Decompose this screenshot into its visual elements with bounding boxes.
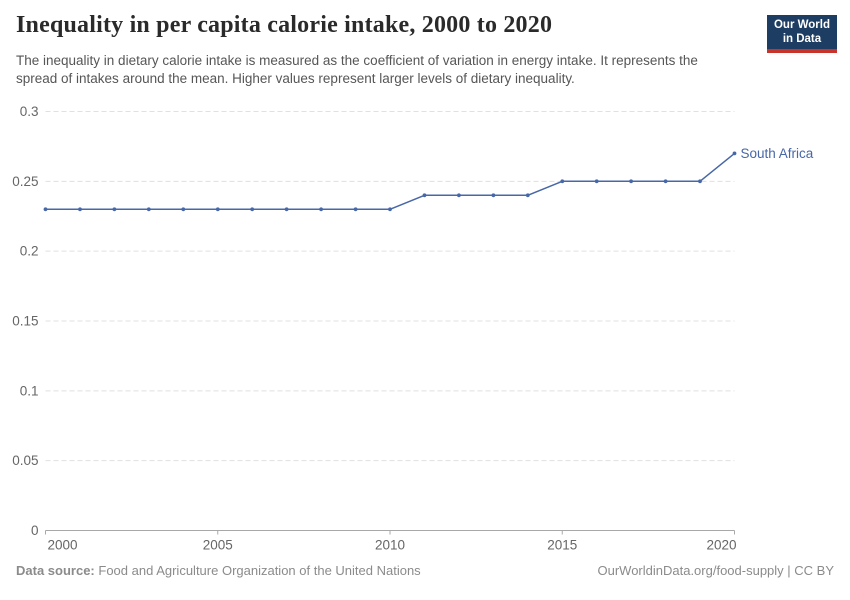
data-point [112,207,117,212]
logo-line-1: Our World [773,19,830,31]
data-point [319,207,323,212]
owid-logo: Our World in Data [766,15,837,53]
data-source-label: Data source: [16,563,95,578]
data-point [388,207,392,212]
x-tick-label: 2015 [547,538,577,553]
x-tick-label: 2000 [48,538,78,553]
data-point [43,207,48,212]
data-point [629,179,633,184]
y-tick-label: 0.3 [20,104,39,119]
data-point [250,207,255,212]
data-point [732,151,737,156]
y-tick-label: 0.15 [12,314,38,329]
x-tick-label: 2010 [375,538,405,553]
data-point [284,207,289,212]
data-point [491,193,496,198]
logo-line-2: in Data [782,32,822,45]
x-tick-label: 2020 [706,538,736,553]
data-point [525,193,530,198]
y-tick-label: 0.25 [12,174,38,189]
series-south-africa: South Africa [43,146,814,212]
data-point [353,207,358,212]
chart-footer: Data source: Food and Agriculture Organi… [16,563,834,578]
data-point [698,179,702,184]
page-title: Inequality in per capita calorie intake,… [16,12,553,38]
data-point [663,179,668,184]
credit-link[interactable]: OurWorldinData.org/food-supply | CC BY [597,563,834,578]
data-point [457,193,461,198]
series-label: South Africa [741,146,814,161]
gridlines [45,111,735,462]
data-source-text: Food and Agriculture Organization of the… [98,563,421,578]
data-point [594,179,599,184]
y-axis-labels: 0 0.05 0.1 0.15 0.2 0.25 0.3 [12,104,38,538]
data-point [560,179,565,184]
y-tick-label: 0.05 [12,453,38,468]
y-tick-label: 0.2 [20,244,39,259]
x-axis: 2000 2005 2010 2015 2020 [45,530,737,553]
data-point [181,207,186,212]
chart-subtitle: The inequality in dietary calorie intake… [16,53,698,86]
y-tick-label: 0.1 [20,383,39,398]
data-point [422,193,427,198]
data-point [146,207,151,212]
x-tick-label: 2005 [203,538,233,553]
y-tick-label: 0 [31,523,39,538]
data-point [78,207,82,212]
data-point [215,207,220,212]
data-source: Data source: Food and Agriculture Organi… [16,563,421,578]
